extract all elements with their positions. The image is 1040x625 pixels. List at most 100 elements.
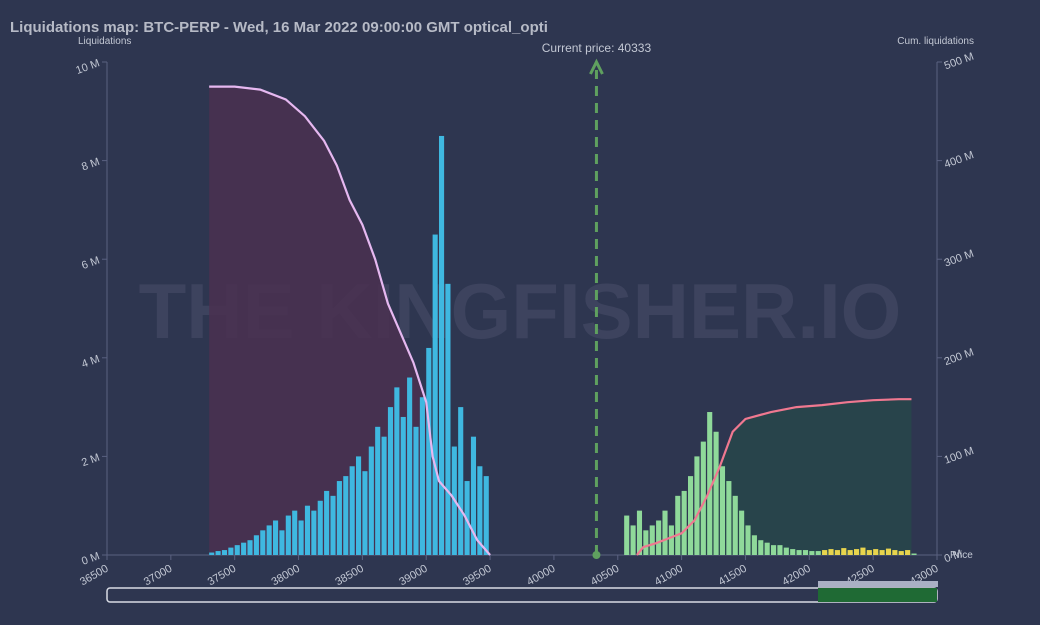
bar <box>822 550 828 555</box>
bar <box>688 476 694 555</box>
y-tick-label: 2 M <box>80 452 101 470</box>
line <box>209 85 491 556</box>
y-axis-title: Liquidations <box>78 36 131 47</box>
line <box>636 398 912 556</box>
x-axis-title: Price <box>950 550 973 561</box>
bar <box>266 525 272 555</box>
bar <box>905 550 911 555</box>
bar <box>394 387 400 555</box>
bar <box>713 431 719 555</box>
bar <box>330 495 336 555</box>
bar <box>732 495 738 555</box>
bar <box>790 549 796 555</box>
bar <box>764 542 770 555</box>
bar <box>809 551 815 555</box>
bar <box>777 545 783 555</box>
bar <box>426 347 432 555</box>
bar <box>445 283 451 555</box>
bar <box>304 505 311 555</box>
bar <box>279 530 285 555</box>
bar <box>681 490 687 555</box>
y-tick-label: 0 M <box>80 550 101 568</box>
bar <box>419 397 425 555</box>
bar <box>675 495 681 555</box>
bar <box>336 481 342 555</box>
bar <box>381 436 387 555</box>
bar <box>707 412 713 555</box>
bar <box>847 550 853 555</box>
bar <box>726 481 732 555</box>
bar <box>866 550 872 555</box>
bar <box>751 535 757 555</box>
bar <box>771 545 777 555</box>
bar <box>700 441 706 555</box>
bar <box>624 515 630 555</box>
bar <box>636 510 643 555</box>
bar <box>802 550 809 555</box>
bar <box>668 525 674 555</box>
bar <box>298 520 304 555</box>
bar <box>898 551 904 555</box>
current-price-dot <box>592 551 601 559</box>
bar <box>387 407 394 555</box>
bar <box>892 550 898 555</box>
range-handle-bar[interactable] <box>818 581 938 587</box>
bar <box>834 550 840 555</box>
bar <box>911 553 917 555</box>
bar <box>247 540 253 555</box>
y2-tick-label: 0 M <box>943 548 964 566</box>
bar <box>477 466 483 555</box>
bar <box>458 407 464 555</box>
bar <box>221 550 228 555</box>
bar <box>643 530 649 555</box>
chart-title: Liquidations map: BTC-PERP - Wed, 16 Mar… <box>10 19 548 36</box>
bar <box>234 545 240 555</box>
bar <box>758 540 764 555</box>
y-tick-label: 8 M <box>80 156 101 174</box>
range-selection[interactable] <box>818 588 937 602</box>
bar <box>432 234 438 556</box>
y2-axis-title: Cum. liquidations <box>897 36 974 47</box>
bar <box>413 426 419 555</box>
bar <box>470 436 477 555</box>
bar <box>439 135 445 555</box>
bar <box>879 550 885 555</box>
bar <box>796 550 802 555</box>
bar <box>483 476 489 555</box>
bar <box>317 500 323 555</box>
bar <box>311 510 317 555</box>
bar <box>719 466 726 555</box>
bar <box>241 542 247 555</box>
bar <box>694 456 700 555</box>
bar <box>368 446 374 555</box>
bar <box>873 549 879 555</box>
bar <box>783 547 789 555</box>
bar <box>815 551 821 555</box>
current-price-label: Current price: 40333 <box>542 41 652 55</box>
bar <box>349 466 355 555</box>
bar <box>828 549 834 555</box>
bar <box>407 377 413 555</box>
bar <box>885 548 892 555</box>
bar <box>630 525 636 555</box>
bar <box>860 547 866 555</box>
bar <box>253 535 259 555</box>
bar <box>324 490 330 555</box>
bar <box>209 552 215 555</box>
bar <box>745 525 751 555</box>
bar <box>649 525 655 555</box>
y-tick-label: 6 M <box>80 255 101 273</box>
bar <box>464 481 470 555</box>
bar <box>841 548 847 555</box>
bar <box>739 510 745 555</box>
bar <box>285 515 291 555</box>
bar <box>292 510 298 555</box>
bar <box>362 471 368 555</box>
bar <box>375 426 381 555</box>
y-tick-label: 4 M <box>80 353 101 371</box>
bar <box>260 530 266 555</box>
bar <box>400 416 406 555</box>
